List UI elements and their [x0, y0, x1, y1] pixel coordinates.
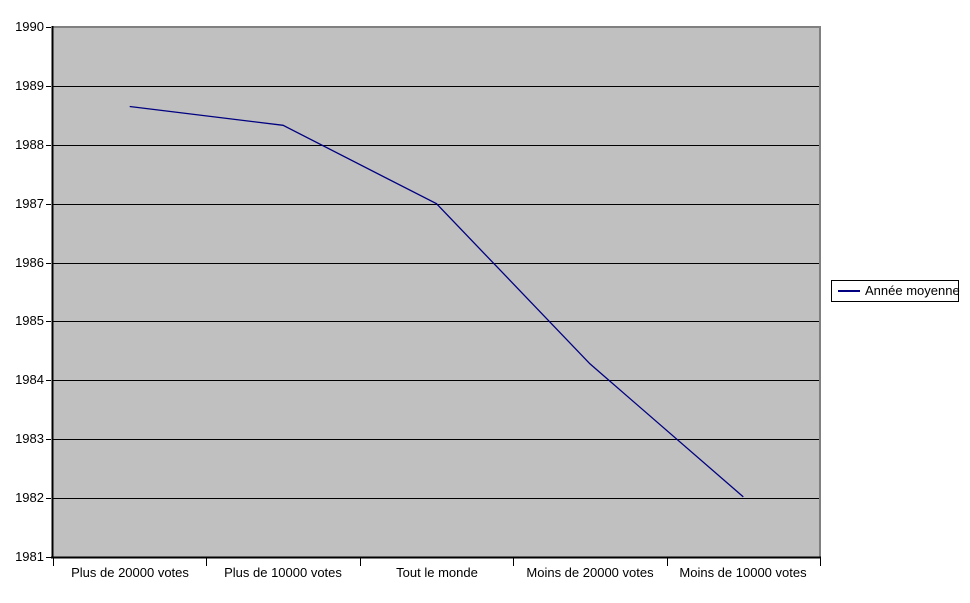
y-axis-tick-label: 1983 [15, 431, 44, 446]
x-axis-category-label: Moins de 10000 votes [679, 565, 807, 580]
y-axis-tick-label: 1987 [15, 196, 44, 211]
y-axis-tick-label: 1988 [15, 137, 44, 152]
y-axis-tick-label: 1981 [15, 549, 44, 564]
legend-line-sample [838, 290, 860, 292]
y-axis-tick-label: 1986 [15, 255, 44, 270]
y-axis-tick-label: 1990 [15, 19, 44, 34]
y-axis-tick-label: 1984 [15, 372, 44, 387]
y-axis-tick-label: 1985 [15, 313, 44, 328]
x-axis-category-label: Tout le monde [396, 565, 478, 580]
x-axis-category-label: Plus de 20000 votes [71, 565, 189, 580]
x-axis-category-label: Plus de 10000 votes [224, 565, 342, 580]
legend: Année moyenne [831, 280, 960, 302]
y-axis-tick-label: 1982 [15, 490, 44, 505]
legend-label: Année moyenne [865, 283, 960, 298]
y-axis-tick-label: 1989 [15, 78, 44, 93]
x-axis-category-label: Moins de 20000 votes [526, 565, 654, 580]
